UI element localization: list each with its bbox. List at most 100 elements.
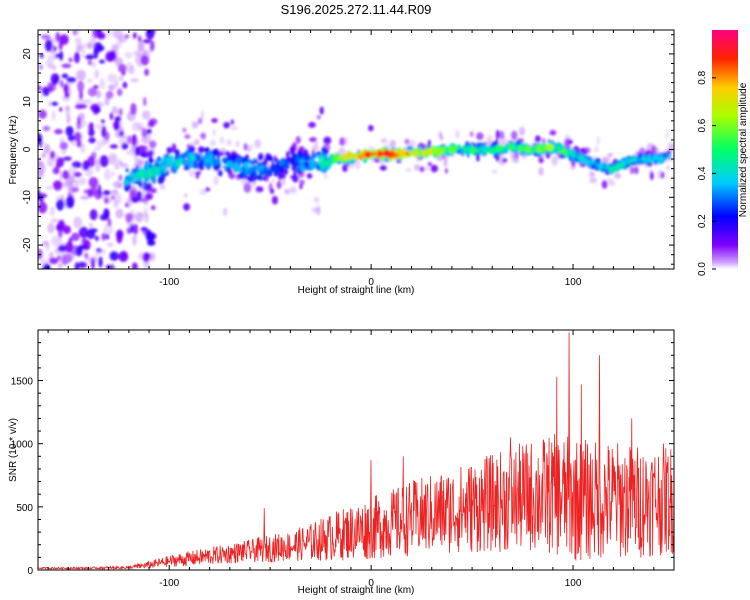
heatmap-cell [648,157,652,163]
spectrogram-y-tick-label: 20 [22,48,33,60]
heatmap-cell [111,170,115,177]
heatmap-cell [87,60,93,66]
spectrogram-x-axis-label: Height of straight line (km) [298,285,415,296]
heatmap-cell [287,157,291,163]
heatmap-cells [38,30,674,269]
heatmap-cell [666,154,672,160]
heatmap-cell [104,197,109,204]
heatmap-cell [39,53,44,59]
heatmap-cell [54,248,59,254]
heatmap-cell [347,164,355,169]
heatmap-cell [310,157,315,163]
heatmap-cell [51,101,59,106]
heatmap-cell [40,153,47,158]
heatmap-cell [146,128,152,135]
heatmap-cell [87,78,93,84]
heatmap-cell [327,164,332,169]
heatmap-cell [57,255,61,261]
heatmap-cell [89,222,93,230]
heatmap-cell [226,139,232,146]
heatmap-cell [151,175,155,184]
heatmap-cell [140,55,150,66]
heatmap-cell [217,153,220,161]
snr-x-axis-label: Height of straight line (km) [298,585,415,596]
heatmap-cell [57,244,67,252]
heatmap-cell [93,146,101,151]
heatmap-cell [118,75,124,81]
heatmap-cell [52,110,56,121]
heatmap-cell [342,164,348,172]
heatmap-cell [121,142,129,150]
heatmap-cell [102,190,111,196]
heatmap-cell [122,81,128,89]
heatmap-cell [636,157,643,163]
heatmap-cell [449,146,455,155]
heatmap-cell [45,185,54,190]
heatmap-cell [89,209,98,221]
heatmap-cell [473,148,479,154]
heatmap-cell [615,163,619,171]
heatmap-cell [194,139,199,146]
heatmap-cell [62,170,70,180]
heatmap-cell [88,228,98,233]
heatmap-cell [91,257,95,269]
heatmap-cell [144,68,150,77]
heatmap-cell [665,131,669,139]
heatmap-cell [78,104,88,109]
heatmap-cell [405,152,410,156]
heatmap-cell [87,188,94,198]
heatmap-cell [143,260,151,269]
heatmap-cell [601,163,605,167]
heatmap-cell [290,145,295,155]
heatmap-cell [578,155,584,160]
heatmap-cell [76,69,86,81]
heatmap-cell [219,136,225,144]
heatmap-cell [73,216,83,229]
heatmap-cell [96,32,106,40]
heatmap-cell [94,160,101,172]
colorbar-tick-label: 0.6 [697,118,708,132]
heatmap-cell [118,251,129,262]
heatmap-cell [308,121,316,128]
heatmap-cell [270,188,274,195]
heatmap-cell [243,143,248,151]
heatmap-cell [567,139,573,145]
heatmap-cell [306,173,313,179]
heatmap-cell [534,135,541,143]
heatmap-cell [75,246,83,257]
heatmap-cell [93,85,99,89]
heatmap-cell [621,162,626,166]
heatmap-cell [74,37,82,45]
heatmap-cell [185,150,190,154]
heatmap-cell [427,139,431,150]
spectrogram-y-tick-label: -10 [22,190,33,205]
heatmap-cell [105,233,110,240]
heatmap-cell [224,151,230,157]
heatmap-cell [423,166,430,171]
heatmap-cell [108,84,116,91]
heatmap-cell [513,147,520,151]
heatmap-cell [657,156,664,165]
heatmap-cell [205,187,211,192]
heatmap-cell [128,173,132,178]
heatmap-cell [39,64,43,70]
heatmap-cell [77,261,87,269]
heatmap-cell [65,241,74,253]
heatmap-cell [105,264,115,269]
heatmap-cell [388,151,396,157]
heatmap-cell [422,149,428,155]
heatmap-cell [280,173,286,179]
heatmap-cell [200,133,206,139]
heatmap-cell [557,147,562,153]
heatmap-cell [497,144,502,152]
heatmap-cell [249,165,254,171]
heatmap-cell [146,240,156,246]
heatmap-cell [182,127,187,133]
heatmap-cell [41,86,50,97]
heatmap-cell [217,169,223,177]
heatmap-cell [261,176,266,181]
heatmap-cell [289,186,297,194]
heatmap-cell [107,73,118,83]
heatmap-cell [103,208,110,219]
heatmap-cell [427,161,432,167]
